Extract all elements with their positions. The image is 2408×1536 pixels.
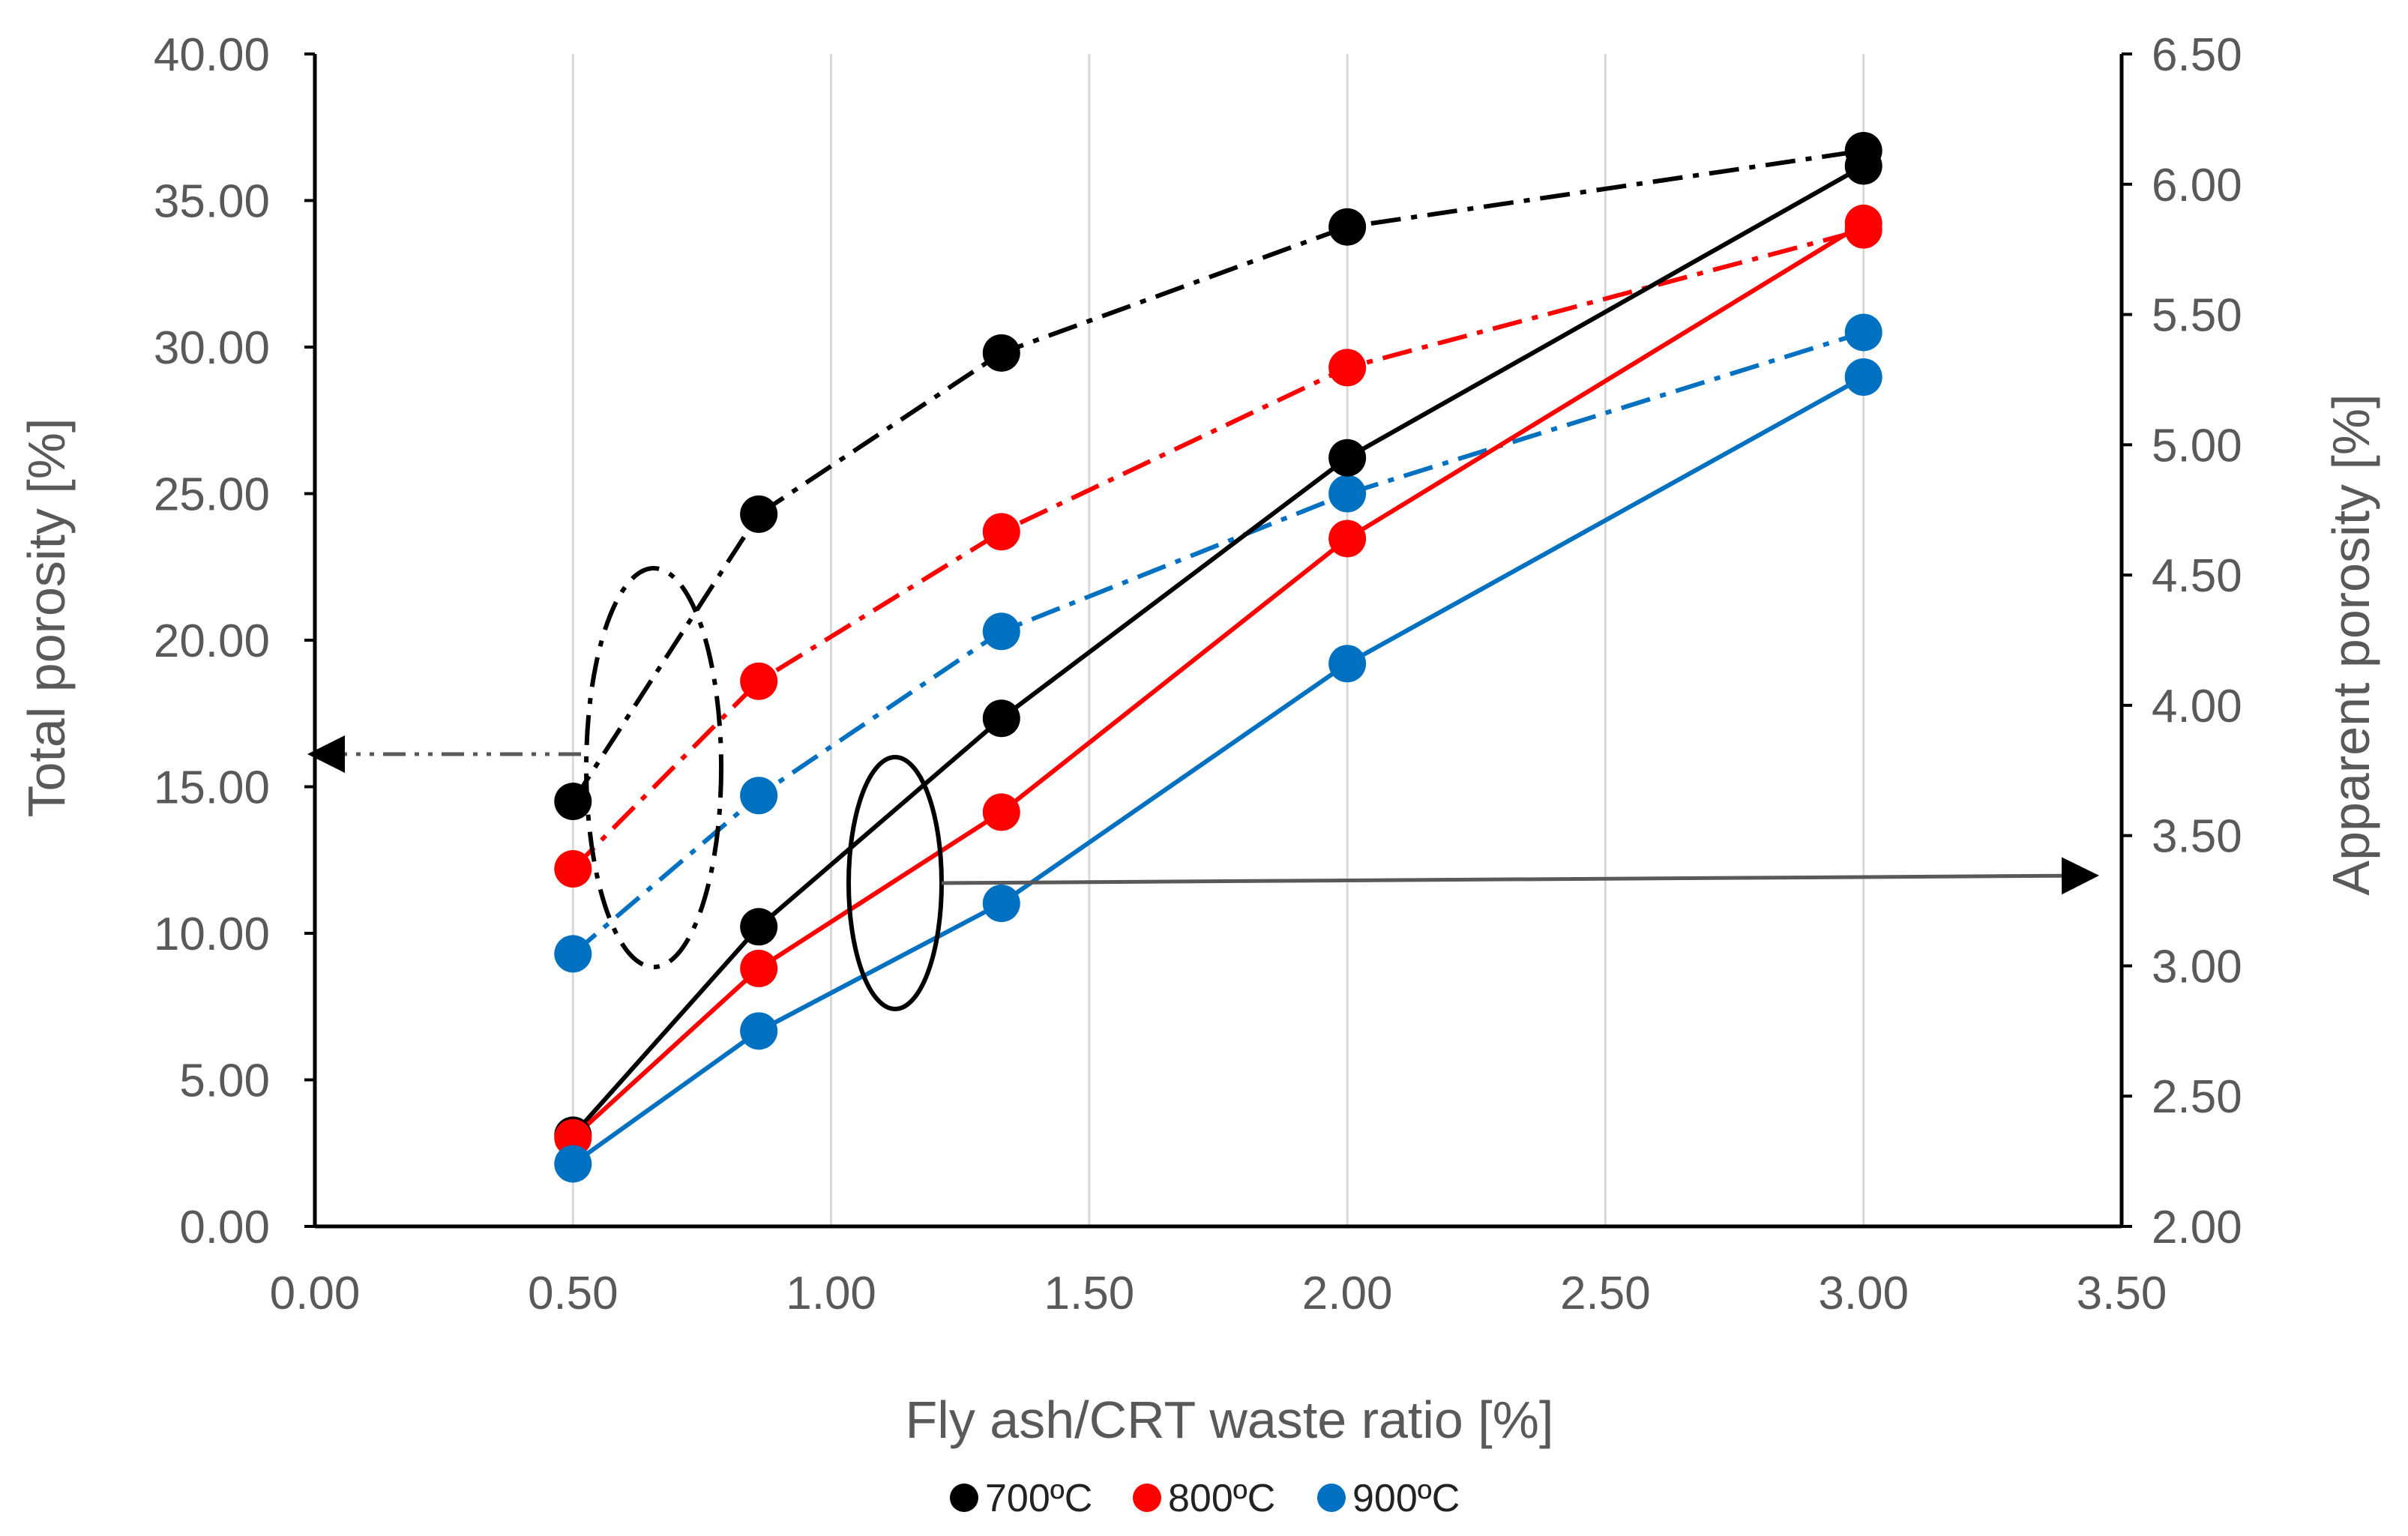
x-tick-label: 2.00: [1302, 1268, 1393, 1319]
right-tick-label: 4.00: [2152, 681, 2242, 732]
x-tick-label: 2.50: [1560, 1268, 1651, 1319]
data-point-right-800ºC: [740, 949, 778, 987]
legend: 700ºC 800ºC 900ºC: [950, 1477, 1460, 1520]
data-point-left-700ºC: [1328, 208, 1367, 246]
x-tick-label: 3.50: [2077, 1268, 2167, 1319]
data-point-right-800ºC: [1328, 519, 1367, 558]
data-point-left-900ºC: [740, 777, 778, 815]
legend-label: 900ºC: [1352, 1477, 1460, 1520]
series-line-left-700ºC: [571, 148, 1864, 803]
data-point-right-900ºC: [554, 1145, 592, 1183]
legend-label: 700ºC: [985, 1477, 1092, 1520]
left-tick-label: 30.00: [154, 322, 270, 374]
data-point-left-800ºC: [554, 849, 592, 888]
left-tick-label: 0.00: [179, 1202, 270, 1253]
left-tick-label: 35.00: [154, 176, 270, 228]
data-point-right-900ºC: [1328, 645, 1367, 683]
annotations: [307, 566, 2099, 1011]
left-tick-label: 40.00: [154, 29, 270, 81]
data-point-left-700ºC: [740, 495, 778, 533]
data-point-left-800ºC: [1328, 349, 1367, 387]
x-tick-label: 1.00: [786, 1268, 876, 1319]
data-point-right-700ºC: [1328, 439, 1367, 477]
series-line-left-800ºC: [571, 227, 1864, 871]
legend-item: 900ºC: [1317, 1477, 1460, 1520]
x-tick-label: 1.50: [1044, 1268, 1135, 1319]
data-point-right-900ºC: [1844, 358, 1882, 396]
series-line-right-700ºC: [571, 163, 1865, 1137]
left-axis-title: Total porosity [%]: [17, 418, 76, 818]
tick-labels: 0.00 0.50 1.00 1.50 2.00 2.50 3.00 3.50 0.00 5.00…: [154, 29, 2242, 1319]
data-point-left-900ºC: [982, 612, 1020, 651]
markers: [554, 132, 1882, 1183]
data-point-left-900ºC: [554, 935, 592, 973]
right-tick-label: 2.50: [2152, 1071, 2242, 1123]
data-point-left-700ºC: [554, 783, 592, 821]
axes: [304, 52, 2132, 1229]
data-point-right-800ºC: [982, 793, 1020, 831]
legend-item: 800ºC: [1133, 1477, 1275, 1520]
x-tick-label: 0.00: [270, 1268, 361, 1319]
right-tick-label: 5.50: [2152, 290, 2242, 342]
data-point-right-900ºC: [982, 885, 1020, 923]
legend-label: 800ºC: [1168, 1477, 1275, 1520]
series-layer: [554, 132, 1882, 1183]
left-tick-label: 10.00: [154, 909, 270, 960]
right-tick-label: 6.00: [2152, 160, 2242, 211]
data-point-left-900ºC: [1844, 313, 1882, 352]
right-tick-label: 5.00: [2152, 420, 2242, 472]
data-point-left-700ºC: [982, 334, 1020, 372]
data-point-right-900ºC: [740, 1012, 778, 1050]
x-axis-title: Fly ash/CRT waste ratio [%]: [906, 1391, 1554, 1449]
data-point-right-800ºC: [554, 1118, 592, 1157]
data-point-right-800ºC: [1844, 204, 1882, 242]
right-axis-title: Apparent porosity [%]: [2322, 394, 2380, 895]
data-point-right-700ºC: [982, 699, 1020, 738]
legend-marker: [950, 1484, 978, 1512]
legend-marker: [1133, 1484, 1161, 1512]
apparent-porosity-axis-arrow: [941, 857, 2099, 895]
total-porosity-group-ellipse: [584, 566, 723, 969]
left-tick-label: 15.00: [154, 762, 270, 814]
x-tick-label: 3.00: [1818, 1268, 1909, 1319]
right-tick-label: 3.00: [2152, 941, 2242, 993]
left-tick-label: 20.00: [154, 615, 270, 667]
data-point-left-900ºC: [1328, 475, 1367, 513]
legend-item: 700ºC: [950, 1477, 1092, 1520]
left-tick-label: 25.00: [154, 469, 270, 521]
right-tick-label: 2.00: [2152, 1202, 2242, 1253]
data-point-left-800ºC: [740, 662, 778, 700]
right-tick-label: 3.50: [2152, 811, 2242, 863]
legend-marker: [1317, 1484, 1346, 1512]
right-tick-label: 6.50: [2152, 29, 2242, 81]
data-point-left-800ºC: [982, 513, 1020, 551]
data-point-right-700ºC: [1844, 147, 1882, 185]
left-tick-label: 5.00: [179, 1055, 270, 1107]
right-tick-label: 4.50: [2152, 550, 2242, 602]
data-point-right-700ºC: [740, 908, 778, 946]
x-tick-label: 0.50: [528, 1268, 618, 1319]
